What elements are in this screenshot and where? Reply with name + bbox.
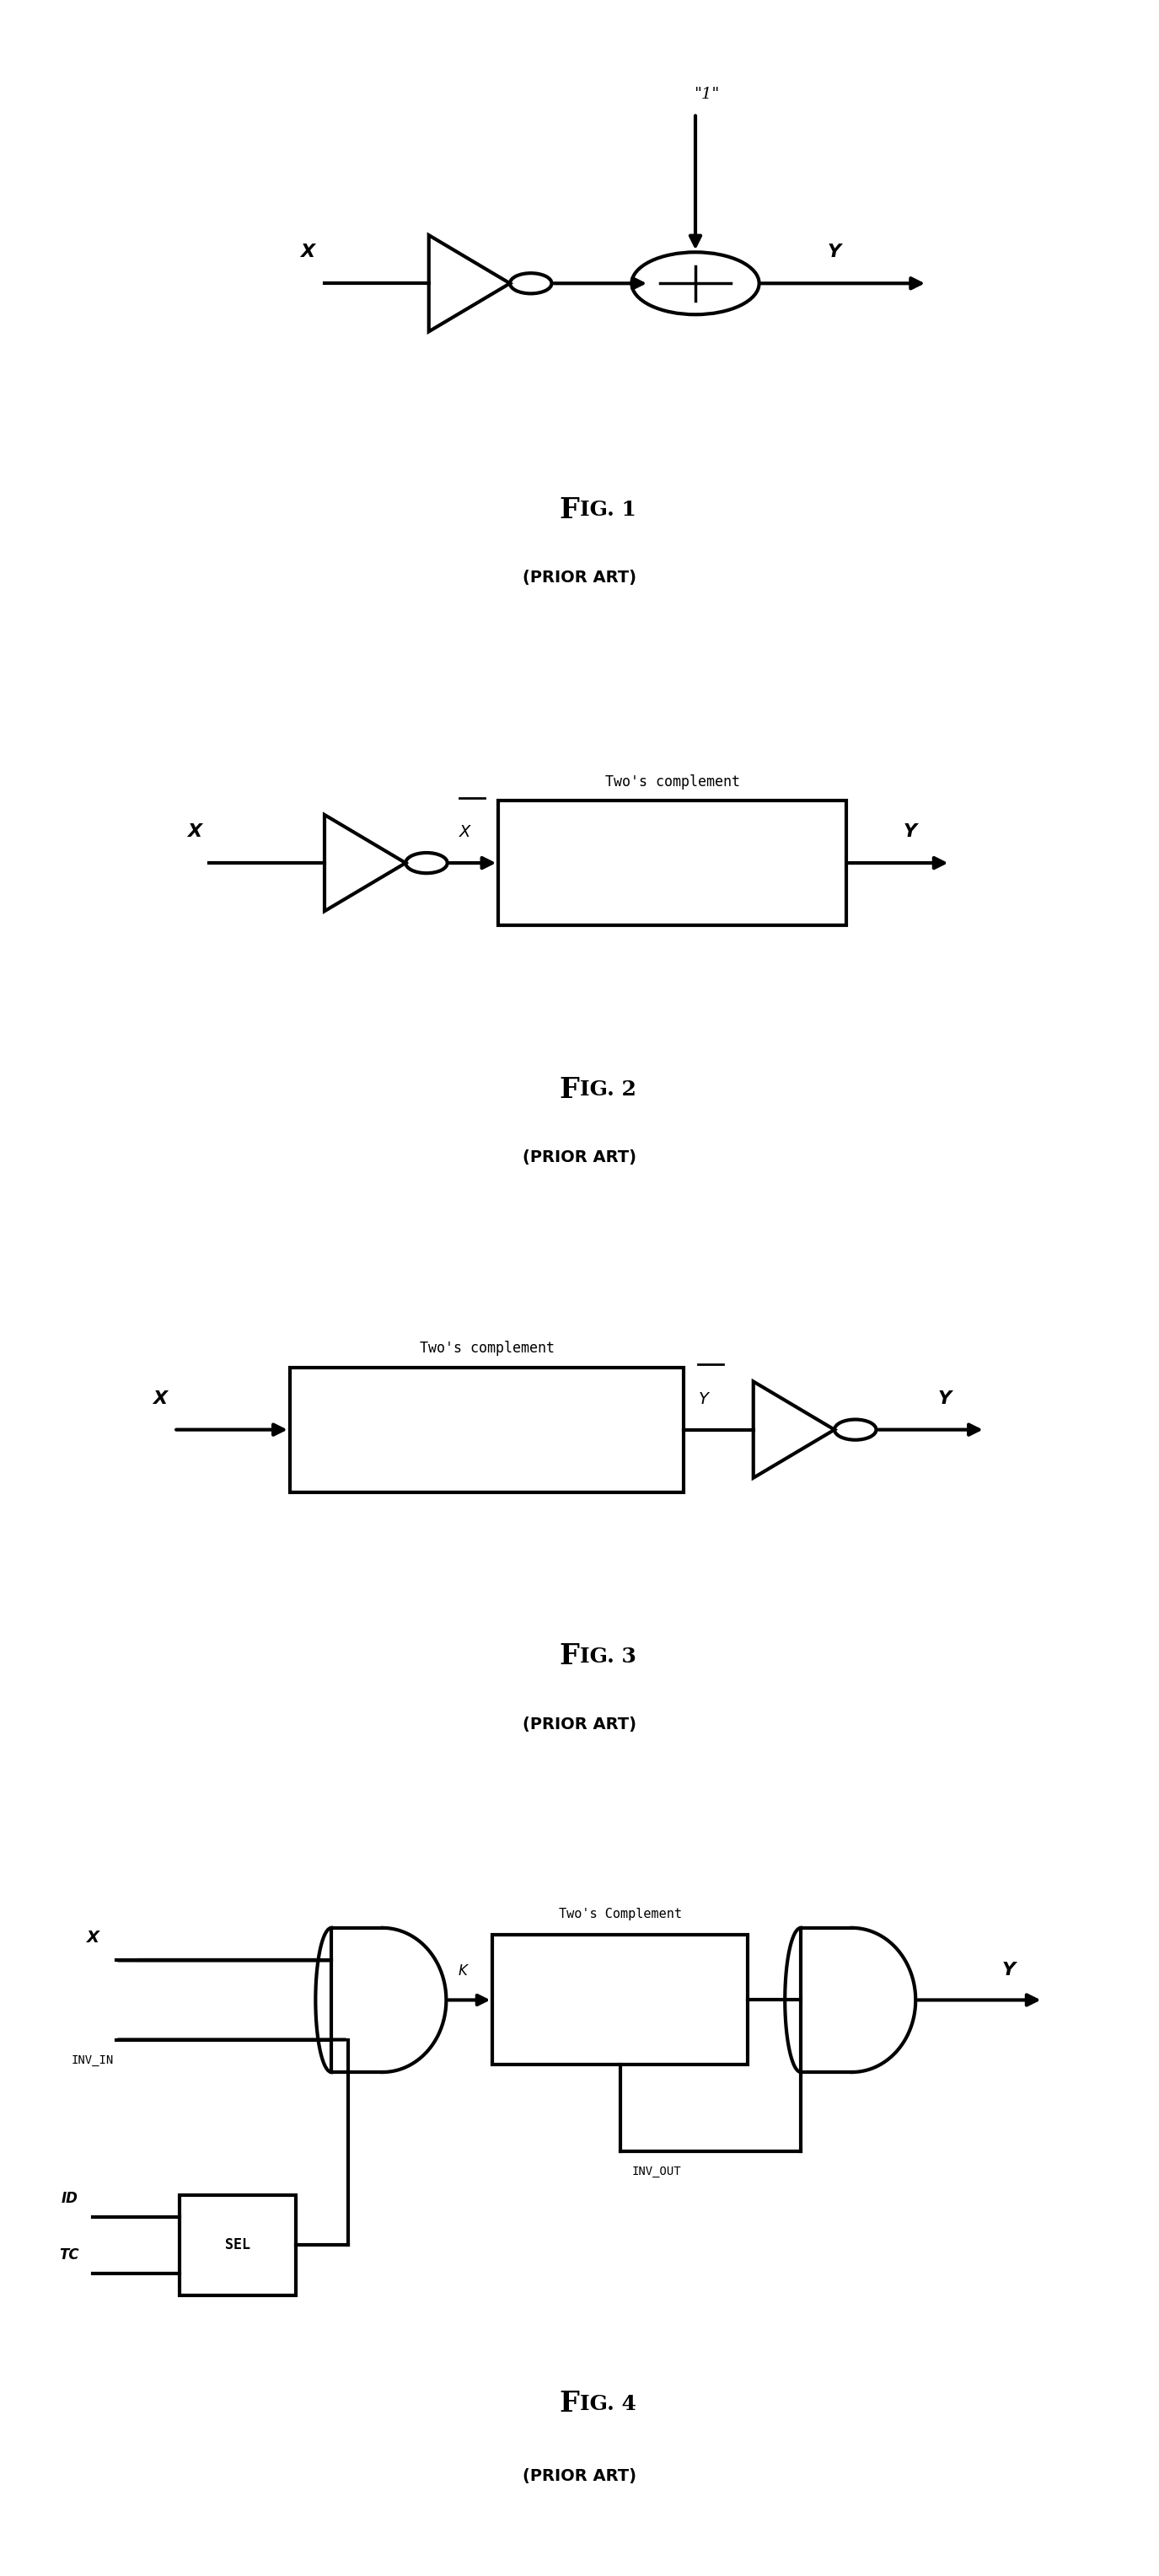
Text: Y: Y — [903, 824, 917, 840]
Text: Two's Complement: Two's Complement — [559, 1909, 681, 1922]
Text: Y: Y — [938, 1391, 952, 1406]
Text: Y: Y — [828, 245, 841, 260]
Text: (PRIOR ART): (PRIOR ART) — [523, 2468, 636, 2483]
Text: IG. 4: IG. 4 — [580, 2393, 636, 2414]
Text: F: F — [560, 1643, 580, 1669]
Text: X: X — [153, 1391, 167, 1406]
Text: F: F — [560, 497, 580, 523]
Text: Y: Y — [1001, 1960, 1015, 1978]
Text: TC: TC — [59, 2246, 80, 2262]
Text: "1": "1" — [694, 88, 720, 103]
Text: SEL: SEL — [225, 2239, 250, 2254]
Text: (PRIOR ART): (PRIOR ART) — [523, 569, 636, 587]
Text: Two's complement: Two's complement — [420, 1342, 554, 1355]
Text: X: X — [459, 824, 471, 840]
Text: Y: Y — [699, 1391, 708, 1406]
Text: INV_IN: INV_IN — [72, 2053, 114, 2066]
Text: K: K — [458, 1963, 467, 1978]
Text: F: F — [560, 1077, 580, 1103]
Text: X: X — [188, 824, 202, 840]
Text: (PRIOR ART): (PRIOR ART) — [523, 1716, 636, 1734]
Text: (PRIOR ART): (PRIOR ART) — [523, 1149, 636, 1167]
Text: Two's complement: Two's complement — [605, 775, 739, 788]
Text: IG. 2: IG. 2 — [580, 1079, 636, 1100]
Text: ID: ID — [61, 2192, 78, 2205]
Text: IG. 1: IG. 1 — [580, 500, 636, 520]
Text: X: X — [87, 1929, 99, 1945]
Text: IG. 3: IG. 3 — [580, 1646, 636, 1667]
Text: INV_OUT: INV_OUT — [632, 2166, 681, 2177]
Text: X: X — [300, 245, 314, 260]
Text: F: F — [560, 2391, 580, 2419]
